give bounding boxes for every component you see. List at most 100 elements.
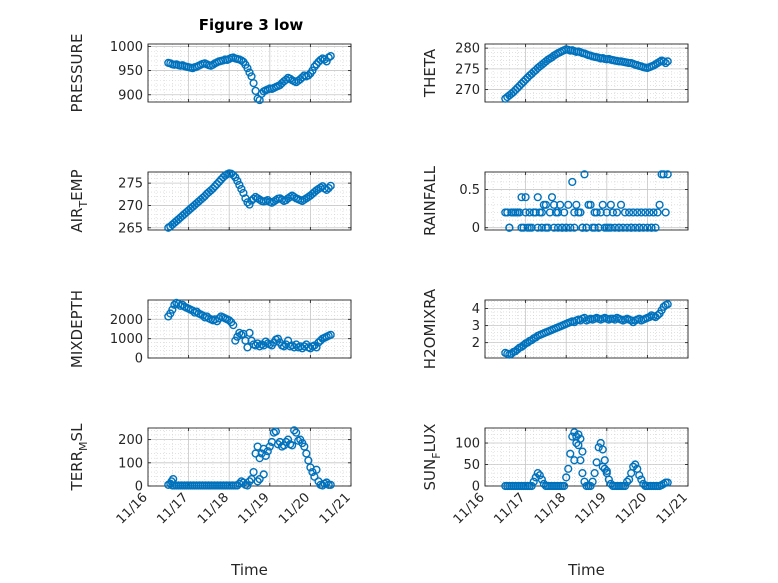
- data-point: [651, 223, 660, 232]
- y-axis-label-main: THETA: [421, 48, 439, 98]
- data-point: [629, 462, 638, 471]
- data-point: [564, 200, 573, 209]
- y-tick-label: 3: [472, 319, 480, 334]
- data-point: [663, 300, 672, 309]
- data-point: [570, 223, 579, 232]
- data-point: [562, 223, 571, 232]
- y-tick-label: 270: [455, 83, 480, 98]
- data-point: [562, 473, 571, 482]
- data-point: [594, 443, 603, 452]
- y-tick-label: 265: [118, 221, 143, 236]
- data-point: [517, 223, 526, 232]
- data-point: [168, 305, 177, 314]
- y-tick-label: 0: [135, 352, 143, 367]
- data-point: [273, 334, 283, 343]
- data-point: [661, 208, 670, 217]
- data-point: [627, 223, 636, 232]
- data-point: [572, 438, 581, 448]
- y-axis-label-tail: LUX: [421, 424, 439, 453]
- subplot-8: 0 50 100 11/16 11/17 11/18 11/19 11/20 11/21 Time…: [421, 424, 691, 579]
- data-point: [645, 208, 654, 217]
- data-point: [549, 223, 559, 232]
- y-axis-label-subscript: T: [77, 201, 90, 209]
- x-tick-label: 11/18: [195, 490, 232, 527]
- data-point: [324, 183, 333, 193]
- x-tick-label: 11/16: [114, 490, 151, 527]
- data-point: [633, 208, 642, 217]
- data-point: [558, 223, 567, 232]
- data-point: [326, 480, 335, 489]
- data-point: [531, 333, 540, 342]
- data-point: [629, 208, 638, 217]
- y-tick-label: 950: [118, 64, 143, 79]
- data-point: [231, 336, 240, 345]
- data-point: [286, 74, 295, 83]
- data-point: [535, 471, 544, 480]
- data-point: [308, 467, 317, 477]
- data-point: [245, 477, 254, 486]
- data-point: [576, 434, 585, 443]
- data-point: [582, 223, 591, 232]
- data-point: [635, 314, 644, 323]
- data-point: [245, 68, 254, 77]
- data-point: [214, 177, 224, 186]
- data-point: [166, 309, 175, 318]
- y-axis-label: PRESSURE: [68, 34, 86, 113]
- y-axis-label: TERRMSL: [68, 423, 90, 492]
- data-point: [322, 57, 331, 66]
- data-point: [243, 198, 252, 207]
- data-point: [606, 223, 615, 232]
- data-point: [578, 469, 587, 478]
- data-point: [553, 208, 563, 217]
- y-tick-label: 0: [472, 221, 480, 236]
- data-point: [612, 208, 622, 217]
- data-point: [292, 428, 301, 437]
- subplot-7: 0 100 200 11/16 11/17 11/18 11/19 11/20 11/21 Tim…: [68, 423, 354, 579]
- data-point: [537, 475, 546, 484]
- x-tick-label: 11/20: [276, 490, 313, 527]
- data-point: [600, 464, 609, 473]
- data-point: [620, 208, 630, 217]
- y-tick-label: 270: [118, 199, 143, 214]
- data-point: [261, 451, 270, 460]
- series-markers: [164, 169, 335, 232]
- data-point: [618, 223, 628, 232]
- axes-box: [147, 299, 352, 359]
- data-point: [210, 182, 220, 191]
- data-point: [312, 343, 321, 352]
- data-point: [560, 208, 569, 217]
- data-point: [545, 208, 555, 217]
- data-point: [225, 316, 234, 325]
- data-point: [578, 447, 587, 456]
- data-point: [249, 467, 258, 477]
- data-point: [580, 170, 589, 179]
- x-axis-label: Time: [230, 561, 268, 579]
- x-tick-label: 11/18: [532, 490, 569, 527]
- figure-title: Figure 3 low: [199, 16, 304, 34]
- axes-box: [484, 299, 689, 359]
- y-tick-label: 200: [118, 433, 143, 448]
- y-axis-label-main: AIR: [68, 208, 86, 233]
- y-axis-label-main: PRESSURE: [68, 34, 86, 113]
- y-axis-label: MIXDEPTH: [68, 290, 86, 368]
- data-point: [564, 464, 573, 473]
- data-point: [592, 458, 601, 467]
- y-axis-label-main: SUN: [421, 459, 439, 491]
- data-point: [622, 477, 632, 486]
- data-point: [519, 77, 528, 86]
- data-point: [604, 475, 613, 484]
- data-point: [312, 465, 321, 474]
- y-axis-label-main: H2OMIXRA: [421, 288, 439, 369]
- data-point: [641, 208, 650, 217]
- y-axis-label-main: TERR: [68, 451, 86, 492]
- data-point: [572, 200, 581, 209]
- data-point: [541, 223, 551, 232]
- subplot-6: 2 3 4 H2OMIXRA: [421, 288, 689, 369]
- data-point: [635, 223, 644, 232]
- data-point: [576, 316, 585, 325]
- data-point: [529, 477, 538, 486]
- data-point: [556, 200, 565, 209]
- data-point: [253, 477, 262, 486]
- data-point: [622, 223, 632, 232]
- data-point: [586, 481, 595, 491]
